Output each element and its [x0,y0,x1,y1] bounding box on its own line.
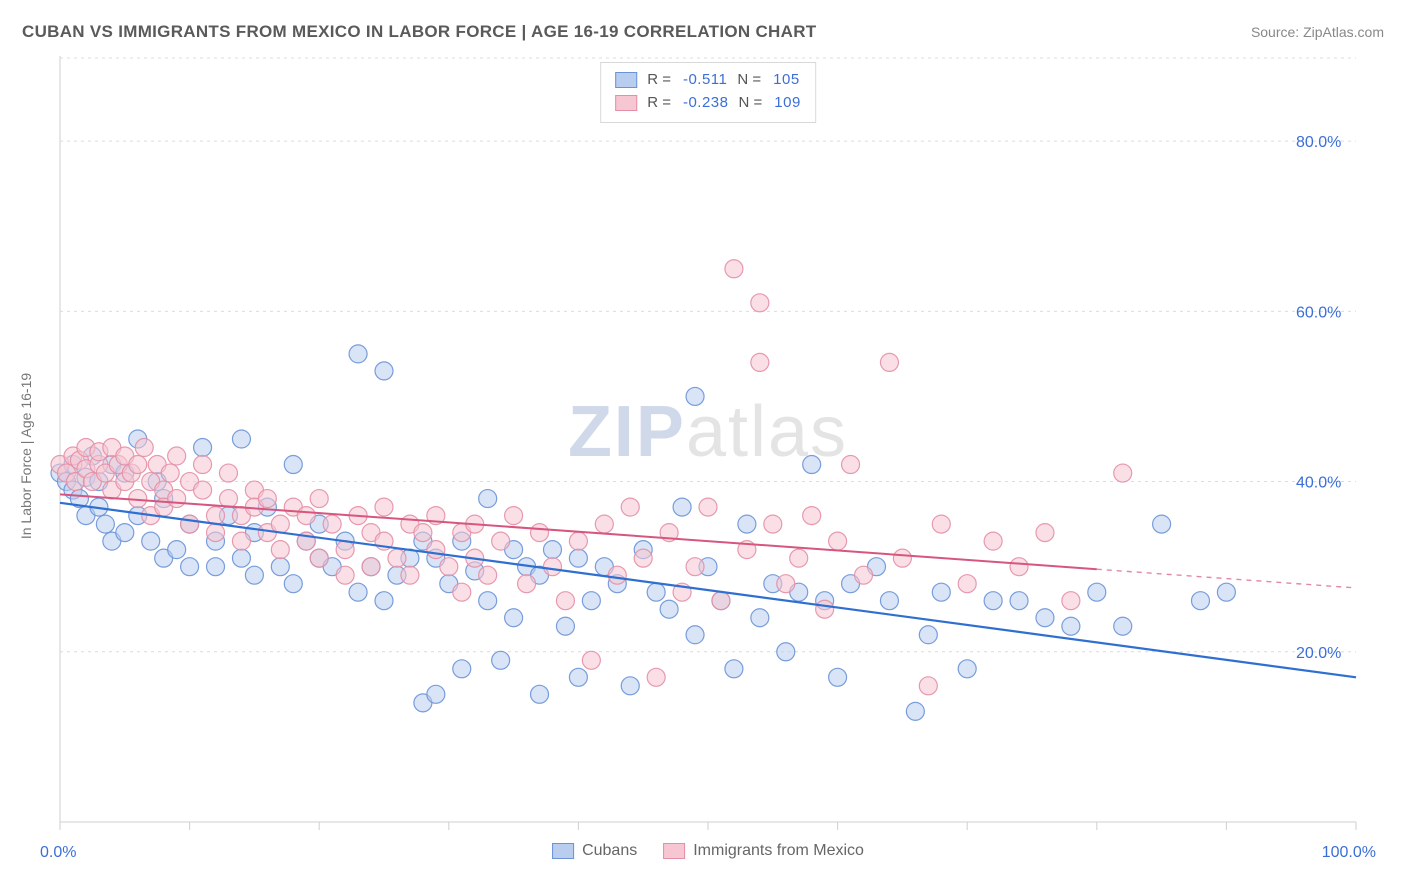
chart-area: In Labor Force | Age 16-19 20.0%40.0%60.… [38,56,1378,856]
series-legend: Cubans Immigrants from Mexico [552,842,864,860]
chart-title: CUBAN VS IMMIGRANTS FROM MEXICO IN LABOR… [22,22,816,42]
svg-text:40.0%: 40.0% [1296,475,1341,492]
swatch-icon [552,843,574,859]
correlation-row-1: R = -0.238 N = 109 [615,92,801,115]
correlation-row-0: R = -0.511 N = 105 [615,69,801,92]
chart-source: Source: ZipAtlas.com [1251,24,1384,40]
x-axis-max-label: 100.0% [1322,844,1376,862]
legend-item-0: Cubans [552,842,637,860]
legend-item-1: Immigrants from Mexico [663,842,864,860]
swatch-icon [663,843,685,859]
x-axis-min-label: 0.0% [40,844,76,862]
svg-text:20.0%: 20.0% [1296,645,1341,662]
swatch-icon [615,95,637,111]
chart-header: CUBAN VS IMMIGRANTS FROM MEXICO IN LABOR… [22,22,1384,42]
scatter-chart-svg: 20.0% 40.0% 60.0% 80.0% [38,56,1378,856]
y-axis-label: In Labor Force | Age 16-19 [18,373,34,539]
svg-text:80.0%: 80.0% [1296,134,1341,151]
swatch-icon [615,72,637,88]
correlation-legend: R = -0.511 N = 105 R = -0.238 N = 109 [600,62,816,123]
svg-text:60.0%: 60.0% [1296,304,1341,321]
